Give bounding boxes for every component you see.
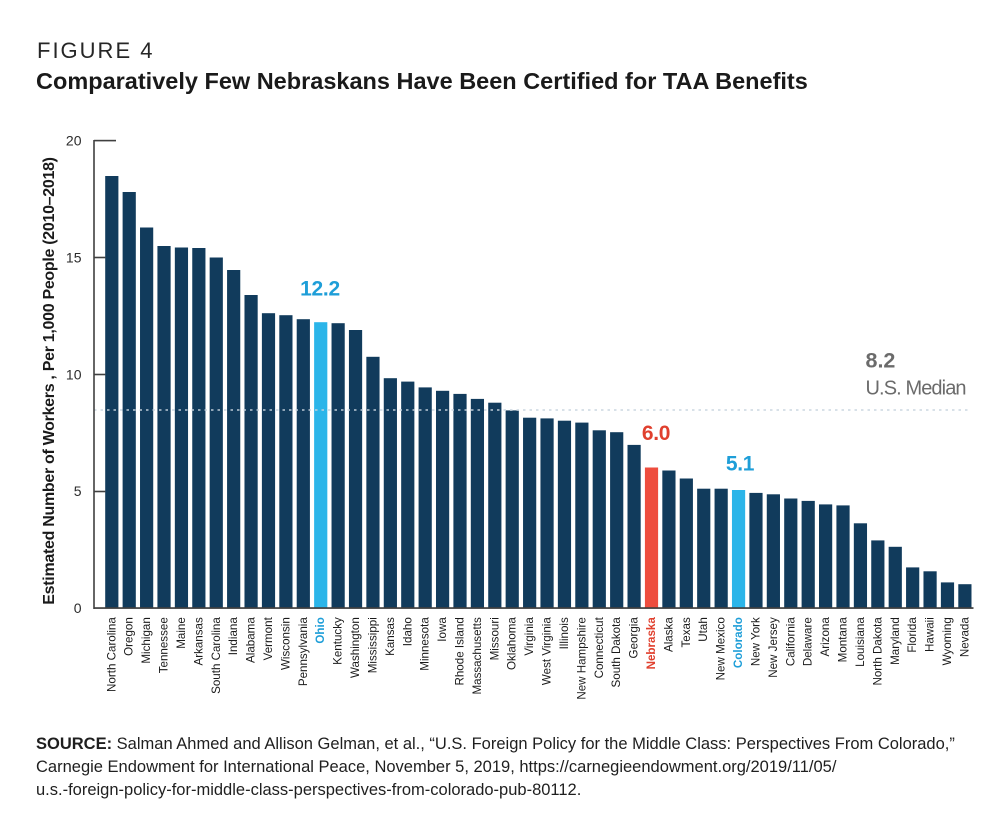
- svg-text:Wisconsin: Wisconsin: [279, 617, 292, 670]
- svg-text:New Jersey: New Jersey: [767, 617, 780, 678]
- svg-text:Arizona: Arizona: [819, 617, 832, 657]
- svg-text:Arkansas: Arkansas: [192, 617, 205, 666]
- svg-text:Kentucky: Kentucky: [332, 617, 345, 665]
- svg-text:West Virginia: West Virginia: [541, 617, 554, 685]
- svg-text:Maine: Maine: [175, 617, 188, 649]
- svg-text:Delaware: Delaware: [802, 617, 815, 666]
- svg-text:Pennsylvania: Pennsylvania: [297, 617, 310, 687]
- svg-text:5: 5: [74, 483, 82, 499]
- svg-text:Louisiana: Louisiana: [854, 617, 867, 667]
- svg-text:5.1: 5.1: [726, 453, 755, 476]
- svg-text:6.0: 6.0: [642, 422, 670, 445]
- svg-text:Massachusetts: Massachusetts: [471, 617, 484, 695]
- svg-text:South Dakota: South Dakota: [610, 617, 623, 688]
- svg-text:0: 0: [74, 600, 82, 616]
- svg-text:Wyoming: Wyoming: [941, 617, 954, 665]
- svg-text:10: 10: [66, 366, 82, 382]
- svg-text:Indiana: Indiana: [227, 617, 240, 656]
- svg-text:New Mexico: New Mexico: [715, 617, 728, 680]
- svg-text:Oregon: Oregon: [123, 617, 136, 656]
- svg-text:Washington: Washington: [349, 617, 362, 678]
- svg-text:Virginia: Virginia: [523, 617, 536, 656]
- svg-text:Connecticut: Connecticut: [593, 616, 606, 678]
- svg-text:12.2: 12.2: [300, 278, 340, 301]
- svg-text:Utah: Utah: [697, 617, 710, 642]
- svg-text:New York: New York: [749, 617, 762, 666]
- svg-text:Oklahoma: Oklahoma: [506, 617, 519, 670]
- svg-text:Hawaii: Hawaii: [924, 617, 937, 652]
- svg-text:Florida: Florida: [906, 617, 919, 653]
- svg-text:Georgia: Georgia: [628, 617, 641, 659]
- svg-text:Alaska: Alaska: [662, 617, 675, 652]
- svg-text:20: 20: [66, 132, 82, 148]
- svg-text:Minnesota: Minnesota: [419, 617, 432, 671]
- svg-text:Missouri: Missouri: [488, 617, 501, 660]
- svg-text:Alabama: Alabama: [245, 617, 258, 663]
- svg-text:Texas: Texas: [680, 617, 693, 647]
- svg-text:Illinois: Illinois: [558, 617, 571, 649]
- svg-text:Nebraska: Nebraska: [645, 617, 658, 670]
- svg-text:South Carolina: South Carolina: [210, 617, 223, 694]
- svg-text:Estimated Number of Workers ,: Estimated Number of Workers , Per 1,000 …: [41, 157, 58, 604]
- svg-text:Rhode Island: Rhode Island: [454, 617, 467, 685]
- svg-text:Tennessee: Tennessee: [158, 617, 171, 673]
- svg-text:Kansas: Kansas: [384, 617, 397, 656]
- svg-text:Iowa: Iowa: [436, 617, 449, 642]
- svg-text:Mississippi: Mississippi: [366, 617, 379, 673]
- svg-text:Vermont: Vermont: [262, 616, 275, 660]
- svg-text:Montana: Montana: [837, 617, 850, 663]
- svg-text:U.S. Median: U.S. Median: [866, 378, 966, 400]
- svg-text:Michigan: Michigan: [140, 617, 153, 663]
- svg-text:California: California: [784, 617, 797, 667]
- svg-text:Ohio: Ohio: [314, 617, 327, 643]
- svg-text:Nevada: Nevada: [958, 617, 971, 658]
- svg-text:Idaho: Idaho: [401, 617, 414, 646]
- svg-text:New Hampshire: New Hampshire: [575, 617, 588, 699]
- svg-text:North Carolina: North Carolina: [105, 617, 118, 692]
- svg-text:North Dakota: North Dakota: [871, 617, 884, 686]
- svg-text:Colorado: Colorado: [732, 617, 745, 668]
- svg-text:Maryland: Maryland: [889, 617, 902, 665]
- svg-text:8.2: 8.2: [866, 349, 896, 373]
- svg-text:15: 15: [66, 249, 82, 265]
